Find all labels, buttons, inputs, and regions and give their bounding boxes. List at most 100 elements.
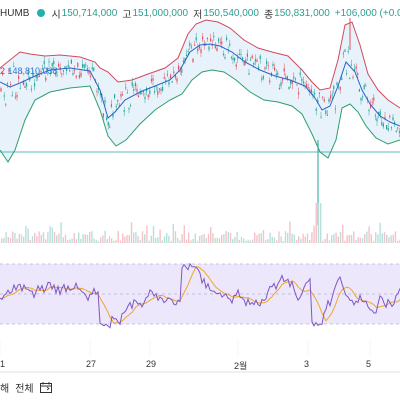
candle-body <box>390 127 392 129</box>
candle-body <box>171 81 173 83</box>
volume-bar <box>346 235 348 243</box>
volume-bar <box>227 232 229 243</box>
candle-body <box>368 109 370 112</box>
volume-bar <box>1 238 3 243</box>
volume-bar <box>115 239 117 243</box>
candle-body <box>21 71 23 73</box>
volume-bar <box>108 236 111 243</box>
candle-body <box>126 92 128 94</box>
candle-body <box>66 68 68 71</box>
range-all-button[interactable]: 전체 <box>15 383 34 395</box>
volume-bar <box>141 231 144 243</box>
candle-body <box>357 73 359 76</box>
volume-bar <box>309 240 311 243</box>
volume-bar <box>201 234 203 243</box>
volume-bar <box>25 226 27 243</box>
candle-body <box>267 65 269 67</box>
volume-bar <box>80 238 82 243</box>
volume-bar <box>174 231 177 243</box>
candle-body <box>155 86 157 88</box>
volume-bar <box>361 238 364 243</box>
volume-bar <box>179 240 181 243</box>
volume-bar <box>295 240 298 243</box>
candle-body <box>269 80 271 83</box>
volume-bar <box>300 238 302 243</box>
candle-body <box>381 122 383 126</box>
candle-body <box>248 73 250 75</box>
volume-bar <box>95 239 97 243</box>
volume-bar <box>243 238 245 243</box>
volume-bar <box>113 240 115 243</box>
volume-bar <box>315 203 317 243</box>
volume-bar <box>16 238 18 243</box>
candle-body <box>218 38 220 42</box>
range-year-button[interactable]: 해 <box>0 383 10 395</box>
volume-bar <box>163 236 166 243</box>
volume-bar <box>64 234 67 243</box>
volume-bar <box>29 239 31 243</box>
volume-bar <box>247 239 249 243</box>
volume-bar <box>350 234 353 243</box>
candle-body <box>154 90 156 93</box>
candle-body <box>128 108 130 110</box>
volume-bar <box>306 233 309 243</box>
volume-bar <box>383 232 386 243</box>
candle-body <box>27 71 29 75</box>
volume-bar <box>93 238 95 243</box>
volume-bar <box>313 225 315 243</box>
candle-body <box>46 67 48 72</box>
volume-bar <box>69 239 71 243</box>
candle-body <box>379 111 381 116</box>
candle-body <box>371 101 373 103</box>
candle-body <box>170 74 172 78</box>
candle-body <box>102 113 104 118</box>
bb-value: 148,810,038 <box>7 66 58 76</box>
volume-bar <box>372 240 375 243</box>
volume-bar <box>157 237 159 243</box>
volume-bar <box>38 231 40 243</box>
candle-body <box>168 81 170 85</box>
candle-body <box>117 100 119 102</box>
candle-body <box>85 64 87 66</box>
volume-bar <box>75 239 78 243</box>
candle-body <box>122 94 124 96</box>
volume-bar <box>377 234 379 243</box>
volume-bar <box>190 240 192 243</box>
volume-bar <box>144 234 146 243</box>
change-value: +106,000 (+0.07%) <box>334 7 400 19</box>
volume-bar <box>386 234 388 243</box>
candle-body <box>144 96 146 100</box>
volume-bar <box>390 235 392 243</box>
volume-bar <box>223 234 225 243</box>
volume-bar <box>276 240 278 243</box>
volume-bar <box>124 236 126 243</box>
volume-bar <box>89 231 91 243</box>
candle-body <box>8 69 10 72</box>
candle-body <box>246 53 248 57</box>
volume-bar <box>78 232 80 243</box>
volume-bar <box>322 240 324 243</box>
volume-bar <box>166 232 168 243</box>
volume-bar <box>47 232 49 243</box>
volume-bar <box>106 239 108 243</box>
candle-body <box>394 121 396 124</box>
candle-body <box>232 57 234 60</box>
volume-bar <box>229 232 232 243</box>
candle-body <box>310 89 312 93</box>
high-label: 고 <box>122 9 132 21</box>
candle-body <box>130 105 132 107</box>
volume-bar <box>320 203 322 243</box>
candle-body <box>386 125 388 129</box>
candle-body <box>251 55 253 59</box>
candle-body <box>240 53 242 55</box>
candle-body <box>301 78 303 81</box>
candle-body <box>48 61 50 63</box>
calendar-icon[interactable] <box>39 381 52 393</box>
volume-bar <box>100 237 102 243</box>
candle-body <box>298 92 300 95</box>
candle-body <box>237 56 239 59</box>
candle-body <box>326 114 328 116</box>
candle-body <box>211 44 213 46</box>
candle-body <box>104 100 106 103</box>
